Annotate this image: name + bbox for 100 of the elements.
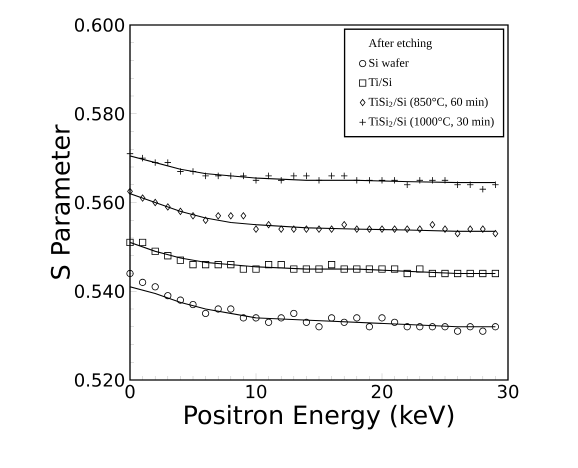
point [164, 292, 172, 300]
point [228, 212, 234, 220]
point [378, 265, 386, 273]
y-tick-label: 0.600 [74, 18, 124, 32]
point [353, 314, 360, 322]
point [302, 265, 310, 273]
point [215, 212, 221, 220]
point [391, 265, 398, 273]
point [290, 310, 298, 318]
point [290, 265, 298, 273]
x-tick-label: 30 [498, 384, 518, 398]
point [227, 305, 234, 313]
y-tick-label: 0.520 [74, 373, 124, 387]
point [176, 296, 184, 304]
point [240, 212, 246, 220]
point [441, 323, 449, 330]
point [454, 270, 462, 278]
point [202, 310, 210, 318]
point [139, 278, 146, 286]
point [202, 216, 208, 224]
point [430, 221, 436, 228]
point [378, 314, 386, 322]
point [164, 252, 172, 260]
y-tick-label: 0.580 [74, 106, 124, 121]
point [202, 261, 210, 268]
point [316, 226, 322, 233]
point [366, 226, 372, 233]
legend-label: Ti/Si [368, 78, 392, 86]
point [253, 226, 259, 233]
point [404, 226, 410, 233]
point [479, 270, 486, 278]
point [366, 265, 373, 273]
point [404, 323, 411, 330]
point [379, 226, 385, 233]
point [291, 226, 297, 233]
x-tick-label: 10 [246, 384, 266, 398]
point [126, 270, 134, 278]
point [354, 226, 360, 233]
point [139, 238, 146, 246]
point [240, 314, 247, 322]
point [165, 203, 171, 211]
point [417, 226, 423, 233]
point [240, 265, 247, 273]
point [428, 323, 436, 330]
point [404, 270, 411, 278]
point [328, 314, 336, 322]
x-tick-label: 20 [372, 384, 392, 398]
point [391, 318, 398, 326]
point [152, 198, 158, 206]
point [227, 261, 234, 268]
point [127, 188, 133, 196]
point [265, 318, 272, 326]
point [416, 265, 424, 273]
point [353, 265, 360, 273]
point [454, 230, 460, 238]
point [315, 323, 323, 330]
y-tick-label: 0.540 [74, 284, 124, 298]
point [466, 323, 474, 330]
x-axis-title: Positron Energy (keV) [185, 404, 454, 430]
point [442, 226, 448, 233]
point [278, 261, 285, 268]
point [328, 261, 336, 268]
point [340, 318, 348, 326]
point [152, 248, 159, 255]
point [190, 212, 196, 220]
point [214, 261, 222, 268]
point [366, 323, 373, 330]
point [441, 270, 449, 278]
y-axis-title: S Parameter [50, 124, 70, 279]
point [428, 270, 436, 278]
point [126, 238, 134, 246]
point [315, 265, 323, 273]
point [265, 261, 272, 268]
legend-label: TiSi$_{2}$/Si (1000°C, 30 min) [368, 117, 494, 128]
point [214, 305, 222, 313]
point [152, 283, 159, 290]
point [328, 226, 334, 233]
point [189, 261, 197, 268]
legend-label: Si wafer [369, 58, 409, 67]
point [189, 300, 197, 308]
point [466, 270, 474, 278]
point [416, 323, 424, 330]
point [340, 265, 348, 273]
legend-title: After etching [368, 38, 432, 50]
point [140, 194, 146, 202]
point [480, 226, 486, 233]
point [392, 226, 398, 233]
legend-label: TiSi$_{2}$/Si (850°C, 60 min) [368, 97, 488, 108]
point [304, 226, 310, 233]
point [467, 226, 474, 233]
point [341, 221, 347, 228]
point [492, 323, 499, 330]
point [178, 208, 184, 215]
point [302, 318, 310, 326]
point [266, 221, 272, 228]
point [278, 226, 284, 233]
point [176, 256, 184, 264]
point [492, 270, 499, 278]
point [479, 328, 486, 335]
point [454, 328, 462, 335]
